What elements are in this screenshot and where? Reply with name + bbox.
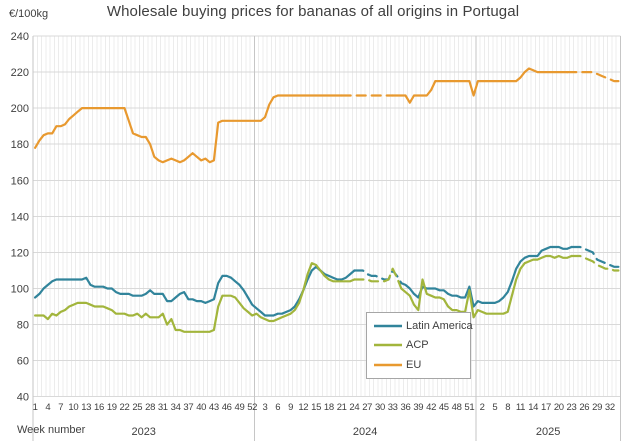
svg-text:220: 220 <box>11 67 29 79</box>
svg-text:13: 13 <box>81 402 91 413</box>
svg-text:36: 36 <box>401 402 411 413</box>
svg-text:120: 120 <box>11 247 29 259</box>
svg-text:11: 11 <box>516 402 525 413</box>
legend-item-acp: ACP <box>373 339 464 351</box>
svg-text:20: 20 <box>554 402 564 413</box>
svg-text:34: 34 <box>171 402 181 413</box>
chart-title: Wholesale buying prices for bananas of a… <box>106 3 520 20</box>
svg-text:2025: 2025 <box>536 426 560 438</box>
svg-text:15: 15 <box>311 402 321 413</box>
svg-text:160: 160 <box>11 175 29 187</box>
svg-text:19: 19 <box>107 402 117 413</box>
svg-text:37: 37 <box>183 402 193 413</box>
svg-text:25: 25 <box>132 402 142 413</box>
svg-text:240: 240 <box>11 31 29 43</box>
year-labels: 2023 2024 2025 <box>131 426 560 438</box>
svg-text:14: 14 <box>528 402 538 413</box>
svg-text:8: 8 <box>505 402 510 413</box>
legend-swatch-latin-america <box>374 324 402 328</box>
svg-text:200: 200 <box>11 103 29 115</box>
svg-text:22: 22 <box>120 402 130 413</box>
svg-text:49: 49 <box>235 402 245 413</box>
svg-text:46: 46 <box>222 402 232 413</box>
svg-text:39: 39 <box>413 402 423 413</box>
svg-text:31: 31 <box>158 402 168 413</box>
y-axis-unit-label: €/100kg <box>9 8 49 20</box>
svg-text:43: 43 <box>209 402 219 413</box>
series-line-acp <box>33 254 620 333</box>
svg-text:48: 48 <box>452 402 462 413</box>
legend-item-eu: EU <box>373 359 464 371</box>
svg-text:2024: 2024 <box>353 426 377 438</box>
svg-text:40: 40 <box>17 392 29 404</box>
svg-text:52: 52 <box>247 402 257 413</box>
legend-label-acp: ACP <box>406 339 429 352</box>
legend: Latin America ACP EU <box>366 312 473 379</box>
svg-text:80: 80 <box>17 320 29 332</box>
svg-text:51: 51 <box>464 402 474 413</box>
major-gridlines <box>33 35 621 398</box>
svg-text:29: 29 <box>592 402 602 413</box>
svg-text:45: 45 <box>439 402 449 413</box>
svg-text:6: 6 <box>275 402 280 413</box>
legend-label-latin-america: Latin America <box>406 319 473 332</box>
legend-swatch-eu <box>374 363 402 367</box>
svg-text:30: 30 <box>375 402 385 413</box>
svg-text:4: 4 <box>45 402 50 413</box>
legend-label-eu: EU <box>406 359 422 372</box>
svg-text:16: 16 <box>94 402 104 413</box>
legend-swatch-acp <box>374 344 402 347</box>
svg-text:17: 17 <box>541 402 551 413</box>
svg-text:9: 9 <box>288 402 293 413</box>
svg-text:21: 21 <box>337 402 347 413</box>
svg-text:60: 60 <box>17 356 29 368</box>
svg-text:100: 100 <box>11 284 29 296</box>
y-axis-tick-labels: 40 60 80 100 120 140 160 180 200 220 240 <box>11 31 29 404</box>
svg-text:18: 18 <box>324 402 334 413</box>
svg-text:26: 26 <box>579 402 589 413</box>
svg-text:1: 1 <box>33 402 38 413</box>
x-axis-title: Week number <box>17 424 86 436</box>
svg-text:32: 32 <box>605 402 615 413</box>
svg-text:23: 23 <box>567 402 577 413</box>
svg-text:7: 7 <box>58 402 63 413</box>
svg-text:40: 40 <box>196 402 206 413</box>
series-line-eu <box>33 67 620 164</box>
svg-text:24: 24 <box>349 402 359 413</box>
svg-text:42: 42 <box>426 402 436 413</box>
svg-text:10: 10 <box>68 402 78 413</box>
svg-text:33: 33 <box>388 402 398 413</box>
svg-text:2023: 2023 <box>131 426 155 438</box>
svg-text:180: 180 <box>11 139 29 151</box>
svg-text:28: 28 <box>145 402 155 413</box>
week-tick-labels: 1 4 7 10 13 16 19 22 25 28 31 34 37 40 43 46 49 52 3 6 9 12 15… <box>33 402 616 413</box>
legend-item-latin-america: Latin America <box>373 320 473 332</box>
svg-text:27: 27 <box>362 402 372 413</box>
svg-text:3: 3 <box>263 402 268 413</box>
svg-text:140: 140 <box>11 211 29 223</box>
svg-text:2: 2 <box>480 402 485 413</box>
year-separators <box>32 36 621 441</box>
svg-text:12: 12 <box>298 402 308 413</box>
svg-text:5: 5 <box>492 402 497 413</box>
